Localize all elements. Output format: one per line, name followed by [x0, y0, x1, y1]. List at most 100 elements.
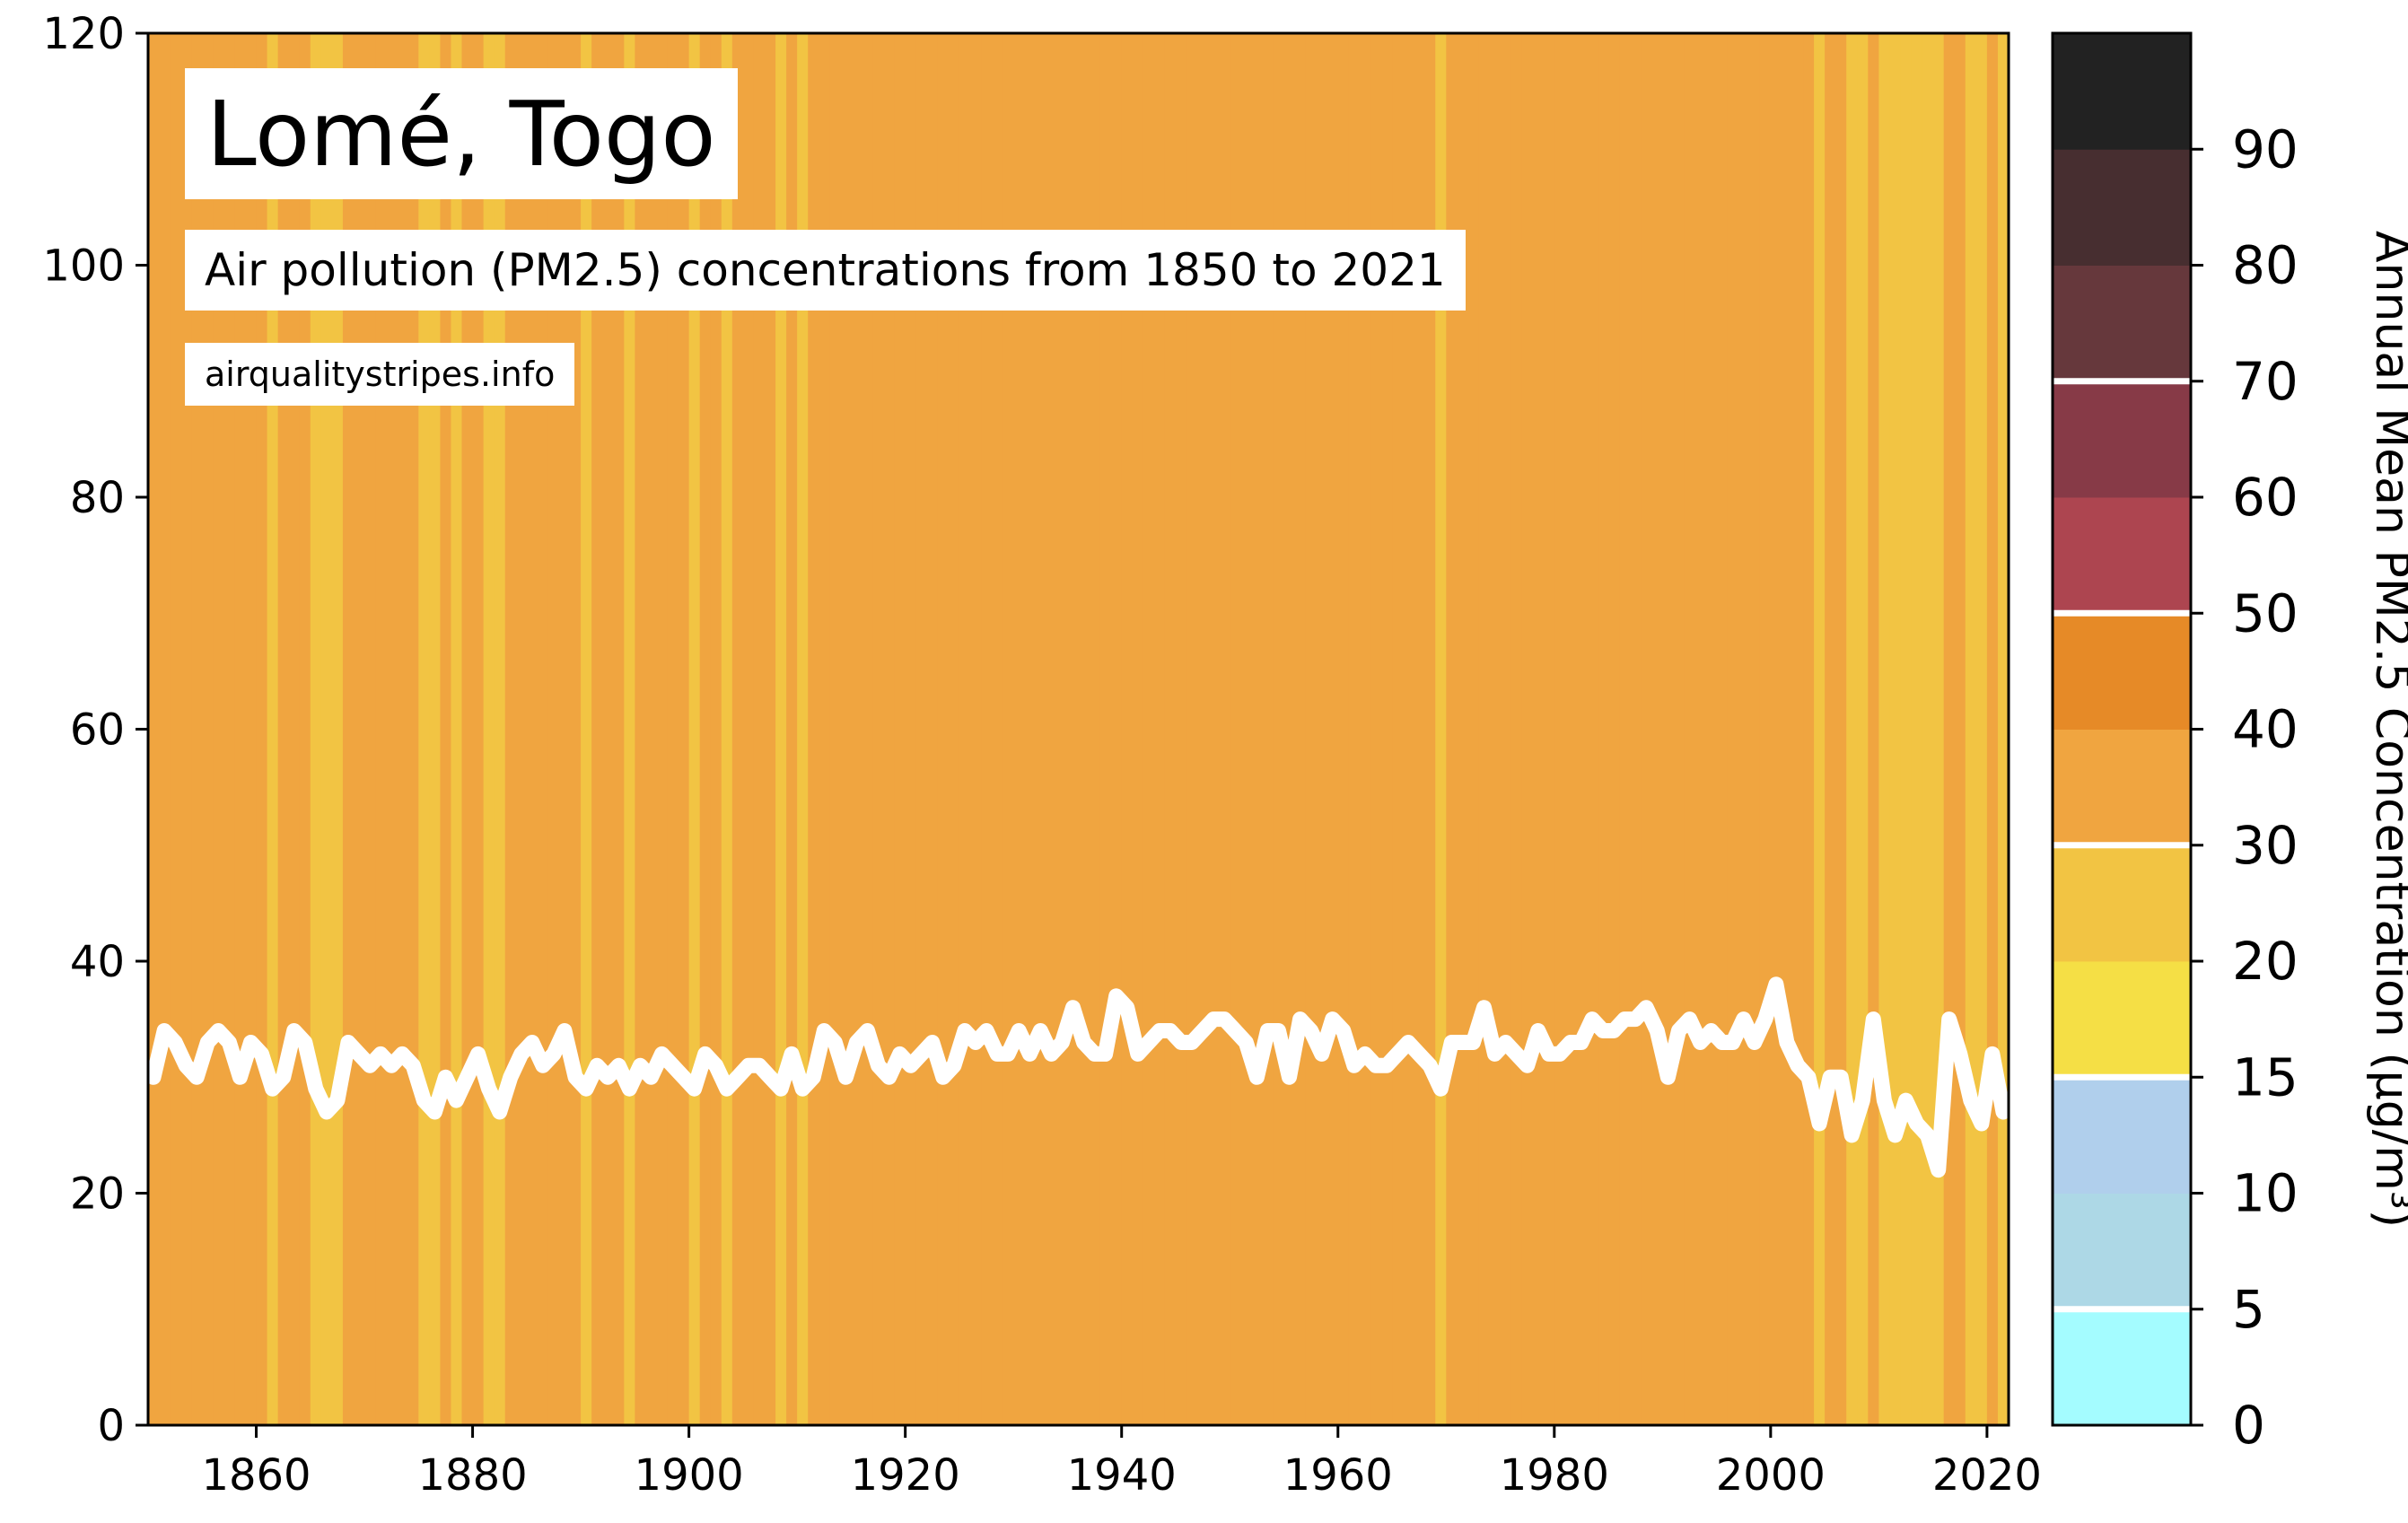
- x-tick-label: 2020: [1932, 1450, 2042, 1501]
- stripe-1965: [1392, 33, 1404, 1425]
- stripe-2006: [1835, 33, 1847, 1425]
- colorbar-bin: [2053, 1193, 2191, 1310]
- x-tick-label: 2000: [1716, 1450, 1826, 1501]
- colorbar-bin: [2053, 265, 2191, 382]
- source-label: airqualitystripes.info: [185, 343, 575, 406]
- stripe-1996: [1727, 33, 1739, 1425]
- x-tick-label: 1940: [1067, 1450, 1177, 1501]
- stripe-1988: [1641, 33, 1652, 1425]
- colorbar-tick-label: 80: [2232, 235, 2299, 296]
- colorbar-bin: [2053, 1077, 2191, 1194]
- pm25-line: [145, 976, 2011, 1178]
- x-tick-label: 1920: [851, 1450, 960, 1501]
- stripe-1936: [1078, 33, 1090, 1425]
- stripe-2000: [1770, 33, 1782, 1425]
- stripe-1978: [1532, 33, 1545, 1425]
- stripe-1940: [1121, 33, 1134, 1425]
- stripe-2009: [1868, 33, 1879, 1425]
- stripe-1916: [862, 33, 874, 1425]
- stripe-1938: [1099, 33, 1112, 1425]
- stripe-1915: [851, 33, 863, 1425]
- stripe-1964: [1380, 33, 1393, 1425]
- stripe-1987: [1630, 33, 1642, 1425]
- stripe-1927: [981, 33, 993, 1425]
- stripe-1953: [1262, 33, 1274, 1425]
- stripe-1957: [1305, 33, 1318, 1425]
- colorbar-tick-label: 70: [2232, 351, 2299, 412]
- x-tick-label: 1880: [417, 1450, 527, 1501]
- stripe-1943: [1153, 33, 1166, 1425]
- stripe-1986: [1619, 33, 1631, 1425]
- stripe-2015: [1932, 33, 1945, 1425]
- stripe-1963: [1370, 33, 1382, 1425]
- stripe-1992: [1684, 33, 1696, 1425]
- stripe-1933: [1046, 33, 1057, 1425]
- stripe-2017: [1954, 33, 1966, 1425]
- stripe-1934: [1056, 33, 1069, 1425]
- y-tick-label: 100: [42, 241, 125, 292]
- colorbar-bin: [2053, 381, 2191, 498]
- stripe-1979: [1543, 33, 1555, 1425]
- stripe-2012: [1900, 33, 1913, 1425]
- stripe-1984: [1598, 33, 1609, 1425]
- colorbar-tick-label: 90: [2232, 118, 2299, 179]
- colorbar-bin: [2053, 845, 2191, 962]
- stripe-1975: [1500, 33, 1512, 1425]
- stripe-1935: [1067, 33, 1080, 1425]
- y-tick-label: 60: [70, 705, 125, 756]
- stripe-1937: [1089, 33, 1101, 1425]
- x-tick-label: 1960: [1283, 1450, 1393, 1501]
- x-axis: 1860 1880 1900 1920 1940 1960 1980 2000 2020: [201, 1425, 2042, 1501]
- stripe-1990: [1662, 33, 1674, 1425]
- stripe-1967: [1414, 33, 1425, 1425]
- y-axis: 0 20 40 60 80 100 120: [42, 9, 148, 1451]
- y-tick-label: 40: [70, 937, 125, 987]
- stripe-2010: [1878, 33, 1891, 1425]
- stripe-1947: [1197, 33, 1209, 1425]
- colorbar-tick-label: 40: [2232, 699, 2299, 760]
- stripe-1962: [1359, 33, 1371, 1425]
- stripe-1949: [1219, 33, 1230, 1425]
- stripe-1850: [148, 33, 160, 1425]
- stripe-1958: [1316, 33, 1328, 1425]
- stripe-1912: [819, 33, 830, 1425]
- y-tick-label: 120: [42, 9, 125, 59]
- stripe-1928: [992, 33, 1003, 1425]
- stripe-2014: [1922, 33, 1934, 1425]
- stripe-1946: [1186, 33, 1198, 1425]
- stripe-1931: [1024, 33, 1036, 1425]
- stripe-1956: [1294, 33, 1307, 1425]
- chart-title: Lomé, Togo: [185, 68, 738, 199]
- stripe-1983: [1586, 33, 1598, 1425]
- colorbar-bin: [2053, 613, 2191, 730]
- stripe-1993: [1694, 33, 1707, 1425]
- stripe-2018: [1965, 33, 1977, 1425]
- stripe-1982: [1575, 33, 1588, 1425]
- y-tick-label: 0: [97, 1401, 125, 1451]
- stripe-1966: [1403, 33, 1414, 1425]
- stripe-1991: [1673, 33, 1686, 1425]
- colorbar-tick-label: 0: [2232, 1395, 2265, 1456]
- stripe-1997: [1738, 33, 1750, 1425]
- colorbar-tick-label: 15: [2232, 1046, 2299, 1107]
- stripe-2011: [1889, 33, 1902, 1425]
- stripe-2019: [1975, 33, 1988, 1425]
- stripe-1945: [1175, 33, 1187, 1425]
- stripe-1925: [959, 33, 971, 1425]
- stripe-2008: [1857, 33, 1869, 1425]
- stripe-2001: [1781, 33, 1793, 1425]
- colorbar-bin: [2053, 33, 2191, 150]
- stripe-1921: [915, 33, 928, 1425]
- chart-subtitle: Air pollution (PM2.5) concentrations fro…: [185, 230, 1466, 311]
- stripe-2002: [1791, 33, 1804, 1425]
- stripe-2004: [1814, 33, 1826, 1425]
- colorbar-tick-label: 10: [2232, 1163, 2299, 1224]
- colorbar-label: Annual Mean PM2.5 Concentration (μg/m³): [2365, 231, 2408, 1228]
- stripe-2007: [1846, 33, 1858, 1425]
- stripe-1974: [1489, 33, 1502, 1425]
- stripe-1994: [1705, 33, 1718, 1425]
- colorbar-tick-label: 60: [2232, 467, 2299, 528]
- stripe-1950: [1230, 33, 1241, 1425]
- x-tick-label: 1900: [635, 1450, 744, 1501]
